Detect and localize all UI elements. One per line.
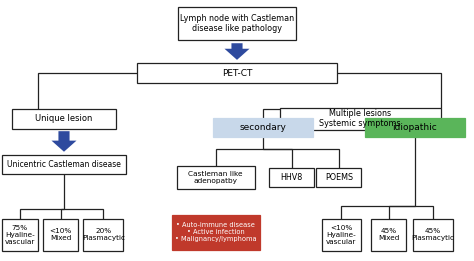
Text: 45%
Mixed: 45% Mixed: [378, 228, 400, 241]
FancyBboxPatch shape: [316, 168, 361, 187]
FancyBboxPatch shape: [371, 219, 406, 251]
Text: Castleman like
adenopatby: Castleman like adenopatby: [189, 171, 243, 184]
Text: Unique lesion: Unique lesion: [35, 114, 93, 123]
FancyBboxPatch shape: [322, 219, 361, 251]
Text: Multiple lesions
Systemic symptoms: Multiple lesions Systemic symptoms: [319, 109, 401, 128]
FancyBboxPatch shape: [12, 109, 116, 128]
FancyBboxPatch shape: [43, 219, 78, 251]
Text: secondary: secondary: [240, 123, 286, 132]
FancyBboxPatch shape: [172, 215, 260, 250]
Text: <10%
Mixed: <10% Mixed: [50, 228, 72, 241]
Text: Unicentric Castleman disease: Unicentric Castleman disease: [7, 160, 121, 169]
Text: 45%
Plasmacytic: 45% Plasmacytic: [411, 228, 454, 241]
FancyBboxPatch shape: [365, 118, 465, 137]
FancyBboxPatch shape: [176, 167, 255, 188]
FancyBboxPatch shape: [137, 63, 337, 83]
Text: HHV8: HHV8: [281, 173, 302, 182]
FancyBboxPatch shape: [269, 168, 314, 187]
Text: POEMS: POEMS: [325, 173, 353, 182]
Text: <10%
Hyaline-
vascular: <10% Hyaline- vascular: [326, 225, 356, 245]
Text: 75%
Hyaline-
vascular: 75% Hyaline- vascular: [5, 225, 35, 245]
FancyBboxPatch shape: [2, 155, 126, 174]
Text: • Auto-immune disease
• Active infection
• Malignancy/lymphoma: • Auto-immune disease • Active infection…: [175, 222, 256, 242]
FancyBboxPatch shape: [83, 219, 123, 251]
Text: idiopathic: idiopathic: [392, 123, 437, 132]
FancyBboxPatch shape: [280, 108, 441, 130]
Text: PET-CT: PET-CT: [222, 69, 252, 78]
FancyBboxPatch shape: [2, 219, 37, 251]
Text: Lymph node with Castleman
disease like pathology: Lymph node with Castleman disease like p…: [180, 14, 294, 33]
FancyBboxPatch shape: [178, 7, 296, 40]
FancyBboxPatch shape: [412, 219, 453, 251]
Text: 20%
Plasmacytic: 20% Plasmacytic: [82, 228, 125, 241]
FancyBboxPatch shape: [213, 118, 313, 137]
